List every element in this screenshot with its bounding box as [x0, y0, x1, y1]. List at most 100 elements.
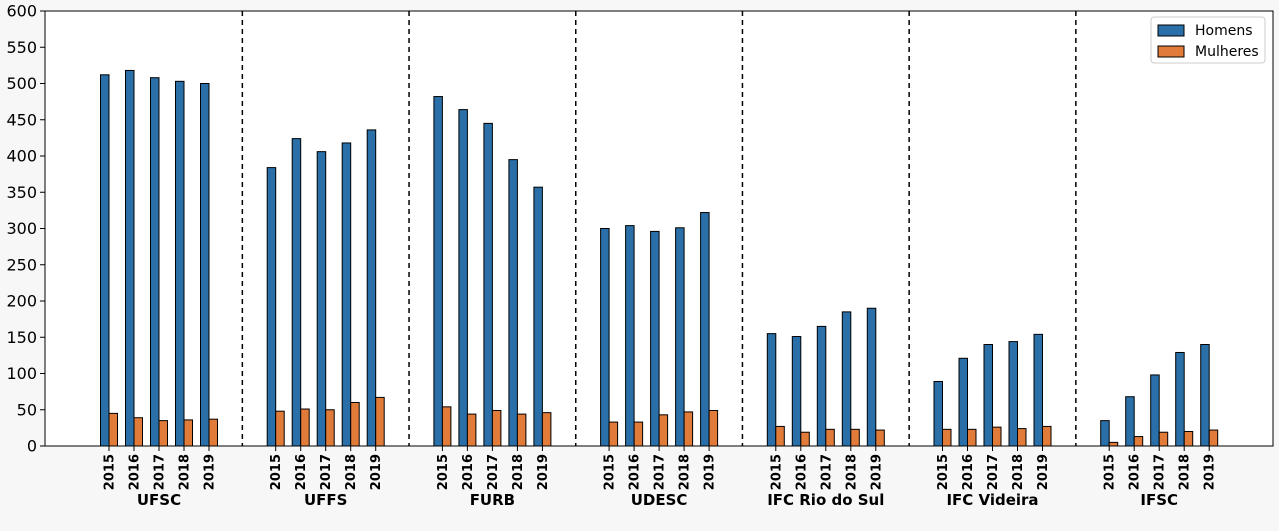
bar-mulheres — [108, 412, 118, 447]
bar-homens — [866, 307, 877, 447]
year-tick-label: 2017 — [319, 454, 334, 490]
year-tick-label: 2018 — [511, 454, 526, 490]
bar-mulheres — [825, 428, 835, 447]
bar-mulheres — [208, 418, 218, 447]
bar-mulheres — [967, 428, 977, 447]
year-tick-label: 2018 — [344, 454, 359, 490]
bar-homens — [366, 129, 377, 447]
bar-homens — [1008, 341, 1018, 447]
group-label: FURB — [470, 491, 515, 509]
bar-mulheres — [942, 428, 952, 447]
bar-mulheres — [541, 412, 552, 447]
year-tick-label: 2017 — [819, 454, 834, 490]
bar-homens — [1125, 396, 1135, 447]
bar-homens — [291, 138, 302, 447]
year-tick-label: 2018 — [678, 454, 693, 490]
bar-mulheres — [1133, 436, 1144, 447]
group-label: IFC Videira — [946, 491, 1038, 509]
bar-homens — [150, 77, 160, 447]
bar-homens — [841, 311, 852, 447]
bar-mulheres — [1158, 431, 1169, 447]
year-tick-label: 2019 — [1203, 454, 1218, 490]
y-tick-label: 300 — [6, 219, 37, 238]
year-tick-label: 2018 — [178, 454, 193, 490]
bar-homens — [125, 69, 135, 447]
group-label: UFFS — [304, 491, 347, 509]
bar-mulheres — [1183, 431, 1194, 447]
bar-homens — [316, 151, 327, 447]
y-tick-label: 50 — [17, 400, 37, 419]
year-tick-label: 2017 — [486, 454, 501, 490]
bar-mulheres — [133, 417, 143, 447]
plot-frame — [44, 10, 1274, 447]
year-tick-label: 2019 — [1036, 454, 1051, 490]
bar-homens — [266, 167, 277, 447]
year-tick-label: 2015 — [936, 454, 951, 490]
y-tick-label: 600 — [6, 2, 37, 21]
legend-swatch-homens — [1157, 24, 1185, 37]
year-tick-label: 2018 — [1011, 454, 1026, 490]
bar-mulheres — [1042, 425, 1052, 447]
y-tick-label: 400 — [6, 147, 37, 166]
bar-mulheres — [800, 431, 810, 447]
bar-mulheres — [275, 410, 285, 447]
year-tick-label: 2015 — [269, 454, 284, 490]
bar-mulheres — [375, 396, 385, 447]
bar-mulheres — [516, 413, 527, 447]
bar-homens — [458, 109, 468, 447]
year-tick-label: 2019 — [536, 454, 551, 490]
year-tick-label: 2016 — [1128, 454, 1143, 490]
year-tick-label: 2017 — [1153, 454, 1168, 490]
year-tick-label: 2016 — [461, 454, 476, 490]
y-tick-label: 450 — [6, 110, 37, 129]
bar-homens — [1175, 351, 1185, 447]
bar-homens — [600, 228, 610, 447]
bar-mulheres — [683, 411, 694, 447]
bar-homens — [508, 159, 518, 447]
x-axis-labels: 2015 2016 2017 2018 2019 UFSC 2015 2016 2017 2018… — [103, 446, 1218, 509]
bar-homens — [1033, 333, 1043, 447]
year-tick-label: 2017 — [986, 454, 1001, 490]
group-label: IFC Rio do Sul — [767, 491, 884, 509]
bar-homens — [816, 325, 827, 447]
y-tick-label: 0 — [27, 437, 37, 456]
bar-mulheres — [325, 409, 335, 447]
bar-homens — [200, 83, 210, 447]
bar-homens — [625, 225, 635, 447]
year-tick-label: 2016 — [294, 454, 309, 490]
bar-mulheres — [350, 402, 360, 447]
year-tick-label: 2015 — [603, 454, 618, 490]
year-tick-label: 2016 — [961, 454, 976, 490]
year-tick-label: 2016 — [128, 454, 143, 490]
year-tick-label: 2018 — [1178, 454, 1193, 490]
year-tick-label: 2018 — [844, 454, 859, 490]
year-tick-label: 2015 — [103, 454, 118, 490]
group-label: UDESC — [631, 491, 688, 509]
bar-mulheres — [708, 409, 719, 447]
bar-mulheres — [850, 428, 860, 447]
bar-mulheres — [300, 408, 310, 447]
legend: Homens Mulheres — [1150, 16, 1266, 64]
bar-mulheres — [1208, 429, 1219, 447]
year-tick-label: 2016 — [628, 454, 643, 490]
y-axis: 0 50 100 150 200 250 300 350 400 450 500 550 600 — [6, 2, 45, 456]
bar-homens — [1100, 420, 1110, 447]
bar-homens — [175, 80, 185, 447]
y-tick-label: 100 — [6, 364, 37, 383]
group-label: IFSC — [1140, 491, 1178, 509]
bar-homens — [933, 380, 943, 447]
group-separators — [241, 11, 1077, 446]
y-tick-label: 500 — [6, 74, 37, 93]
y-tick-label: 550 — [6, 38, 37, 57]
bar-homens — [483, 122, 493, 447]
bar-mulheres — [1108, 441, 1119, 447]
bar-homens — [1200, 344, 1210, 447]
year-tick-label: 2016 — [794, 454, 809, 490]
bar-homens — [675, 227, 685, 447]
bar-homens — [958, 357, 968, 447]
y-tick-label: 200 — [6, 292, 37, 311]
year-tick-label: 2015 — [436, 454, 451, 490]
bar-mulheres — [441, 406, 452, 447]
bar-mulheres — [491, 409, 502, 447]
